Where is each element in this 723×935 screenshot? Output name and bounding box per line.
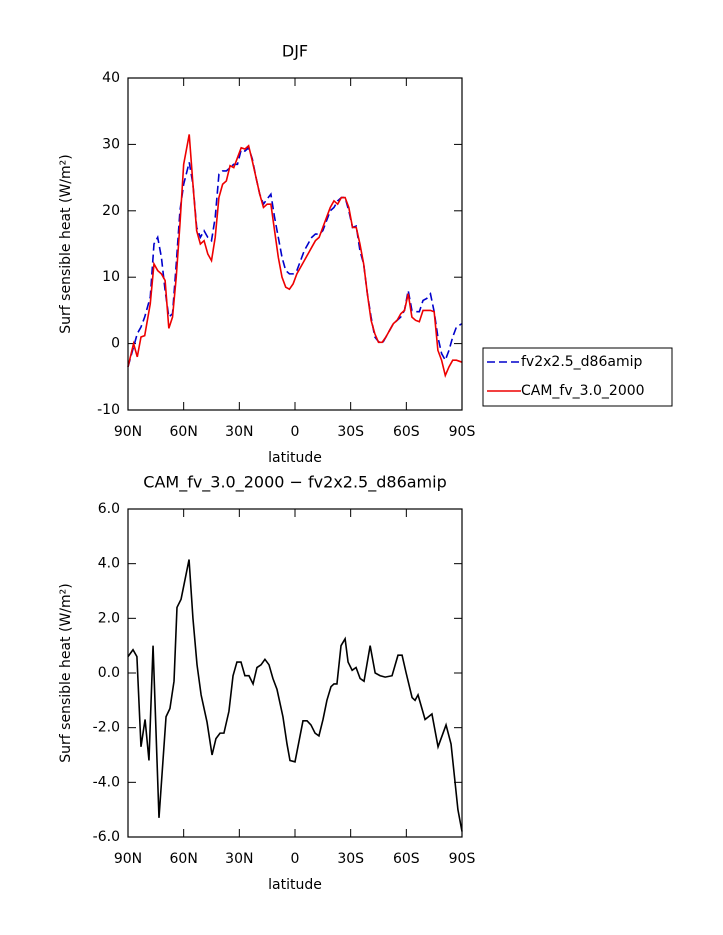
y-tick-label: 10 bbox=[102, 269, 120, 285]
legend: fv2x2.5_d86amip CAM_fv_3.0_2000 bbox=[482, 347, 673, 407]
x-tick-label: 60S bbox=[393, 851, 420, 867]
x-tick-label: 90S bbox=[449, 851, 476, 867]
y-axis-label: Surf sensible heat (W/m²) bbox=[58, 154, 74, 333]
y-tick-label: 2.0 bbox=[98, 610, 120, 626]
y-tick-label: -10 bbox=[97, 402, 120, 418]
x-tick-label: 60S bbox=[393, 424, 420, 440]
legend-label: CAM_fv_3.0_2000 bbox=[521, 383, 645, 399]
data-line bbox=[127, 134, 463, 378]
legend-label: fv2x2.5_d86amip bbox=[521, 354, 642, 370]
x-tick-label: 0 bbox=[291, 851, 300, 867]
x-tick-label: 90N bbox=[114, 424, 142, 440]
y-tick-label: -4.0 bbox=[93, 774, 120, 790]
chart-title: DJF bbox=[282, 42, 308, 61]
y-tick-label: 40 bbox=[102, 70, 120, 86]
x-tick-label: 30S bbox=[337, 851, 364, 867]
x-tick-label: 30N bbox=[225, 851, 253, 867]
x-tick-label: 0 bbox=[291, 424, 300, 440]
y-tick-label: -2.0 bbox=[93, 720, 120, 736]
plot-frame bbox=[127, 508, 463, 838]
y-tick-label: 20 bbox=[102, 203, 120, 219]
y-tick-label: -6.0 bbox=[93, 829, 120, 845]
x-axis-label: latitude bbox=[268, 450, 322, 466]
x-tick-label: 30S bbox=[337, 424, 364, 440]
y-tick-label: 30 bbox=[102, 136, 120, 152]
y-tick-label: 0 bbox=[111, 336, 120, 352]
x-tick-label: 90S bbox=[449, 424, 476, 440]
x-tick-label: 60N bbox=[170, 851, 198, 867]
y-tick-label: 0.0 bbox=[98, 665, 120, 681]
x-axis-label: latitude bbox=[268, 877, 322, 893]
y-axis-label: Surf sensible heat (W/m²) bbox=[58, 583, 74, 762]
plot-frame bbox=[127, 77, 463, 411]
data-line bbox=[127, 559, 463, 832]
chart-title: CAM_fv_3.0_2000 − fv2x2.5_d86amip bbox=[143, 473, 446, 493]
data-line bbox=[127, 146, 463, 368]
y-tick-label: 4.0 bbox=[98, 556, 120, 572]
x-tick-label: 90N bbox=[114, 851, 142, 867]
x-tick-label: 60N bbox=[170, 424, 198, 440]
x-tick-label: 30N bbox=[225, 424, 253, 440]
legend-box bbox=[482, 347, 673, 407]
y-tick-label: 6.0 bbox=[98, 501, 120, 517]
